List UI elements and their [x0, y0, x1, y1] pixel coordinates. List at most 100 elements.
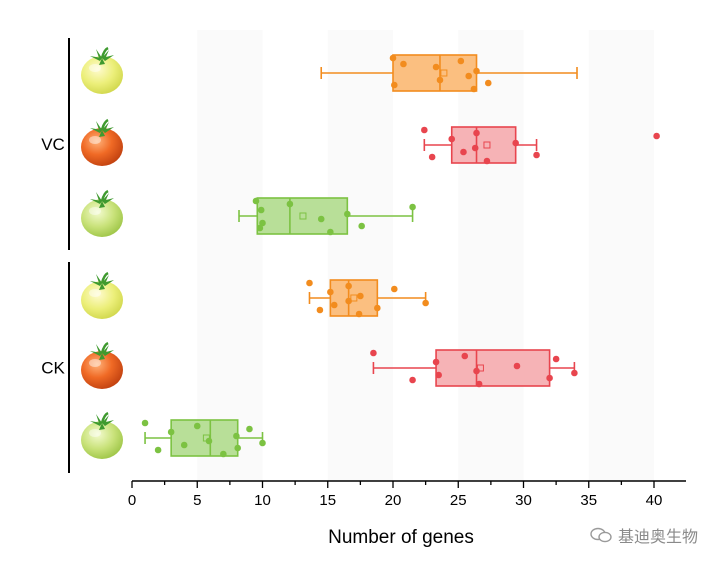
data-point	[327, 288, 334, 296]
data-point	[473, 367, 480, 375]
data-point	[256, 224, 264, 232]
grid-band	[327, 30, 393, 481]
tomato-leaves	[90, 274, 114, 290]
tomato-leaves	[90, 414, 114, 430]
data-point	[167, 428, 175, 436]
tomato-red-icon	[81, 118, 123, 166]
tomato-leaves	[90, 192, 114, 208]
data-point	[259, 439, 266, 447]
data-point	[470, 85, 478, 93]
tomato-body	[81, 421, 123, 459]
data-point	[475, 380, 483, 388]
data-point	[552, 355, 560, 363]
tomato-highlight	[89, 429, 101, 437]
data-point	[512, 139, 519, 147]
box-ck-yellow	[306, 279, 429, 318]
tomato-stem	[100, 341, 109, 354]
tomato-body	[81, 281, 123, 319]
data-point	[180, 441, 188, 449]
tomato-yellow-icon	[81, 271, 123, 319]
x-tick-label: 0	[128, 492, 136, 509]
tomato-stem	[100, 411, 109, 424]
tomato-stem	[100, 46, 109, 59]
data-point	[422, 299, 429, 307]
data-point	[421, 126, 428, 134]
data-point	[428, 153, 436, 161]
mean-marker	[350, 294, 358, 302]
data-point	[344, 210, 351, 218]
data-point	[234, 444, 242, 452]
data-point	[345, 282, 352, 290]
group-label-vc: VC	[41, 135, 65, 154]
data-point	[473, 67, 480, 75]
data-point	[457, 57, 465, 65]
data-point	[483, 157, 491, 165]
x-tick-label: 15	[319, 492, 336, 509]
tomato-body	[81, 199, 123, 237]
tomato-body	[81, 128, 123, 166]
data-point	[465, 72, 472, 80]
grid-band	[588, 30, 654, 481]
tomato-stem	[100, 271, 109, 284]
data-point	[252, 197, 260, 205]
tomato-highlight	[89, 289, 101, 297]
data-point	[432, 358, 440, 366]
tomato-red-icon	[81, 341, 123, 389]
data-point	[546, 374, 553, 382]
data-point	[370, 349, 377, 357]
data-point	[391, 81, 398, 89]
tomato-stem	[100, 189, 109, 202]
data-point	[374, 304, 381, 312]
tomato-leaves	[90, 49, 114, 65]
mean-marker	[440, 69, 448, 77]
data-point	[246, 425, 253, 433]
mean-marker	[299, 212, 307, 220]
data-point	[533, 151, 540, 159]
data-point	[205, 437, 213, 445]
box-vc-green	[238, 197, 416, 236]
tomato-body	[81, 351, 123, 389]
data-point	[460, 148, 467, 156]
data-point	[391, 285, 398, 293]
box-ck-green	[141, 419, 266, 458]
data-point	[306, 279, 313, 287]
watermark: 基迪奥生物	[590, 523, 698, 547]
data-point	[327, 228, 334, 236]
data-point	[358, 222, 365, 230]
data-point	[409, 203, 416, 211]
tomato-green-icon	[81, 189, 123, 237]
group-label-ck: CK	[41, 359, 65, 378]
data-point	[435, 371, 442, 379]
tomato-stem	[100, 118, 109, 131]
tomato-highlight	[89, 136, 101, 144]
box-iqr	[435, 349, 551, 387]
data-point	[141, 419, 149, 427]
data-point	[286, 200, 294, 208]
x-tick-label: 30	[515, 492, 532, 509]
data-point	[653, 132, 660, 140]
x-tick-label: 20	[385, 492, 402, 509]
data-point	[193, 422, 201, 430]
box-vc-yellow	[320, 54, 578, 93]
x-tick-label: 25	[450, 492, 467, 509]
data-point	[513, 362, 521, 370]
watermark-text: 基迪奥生物	[617, 529, 698, 546]
grid-band	[458, 30, 524, 481]
box-vc-red	[421, 126, 660, 165]
data-point	[330, 301, 338, 309]
data-point	[233, 432, 240, 440]
data-point	[432, 63, 440, 71]
wechat-icon	[590, 527, 612, 543]
data-point	[461, 352, 469, 360]
data-point	[355, 310, 363, 318]
data-point	[154, 446, 162, 454]
data-point	[316, 306, 324, 314]
data-point	[484, 79, 492, 87]
data-point	[448, 135, 456, 143]
data-point	[357, 292, 364, 300]
data-point	[409, 376, 416, 384]
data-point	[317, 215, 325, 223]
x-axis-label: Number of genes	[328, 527, 474, 548]
